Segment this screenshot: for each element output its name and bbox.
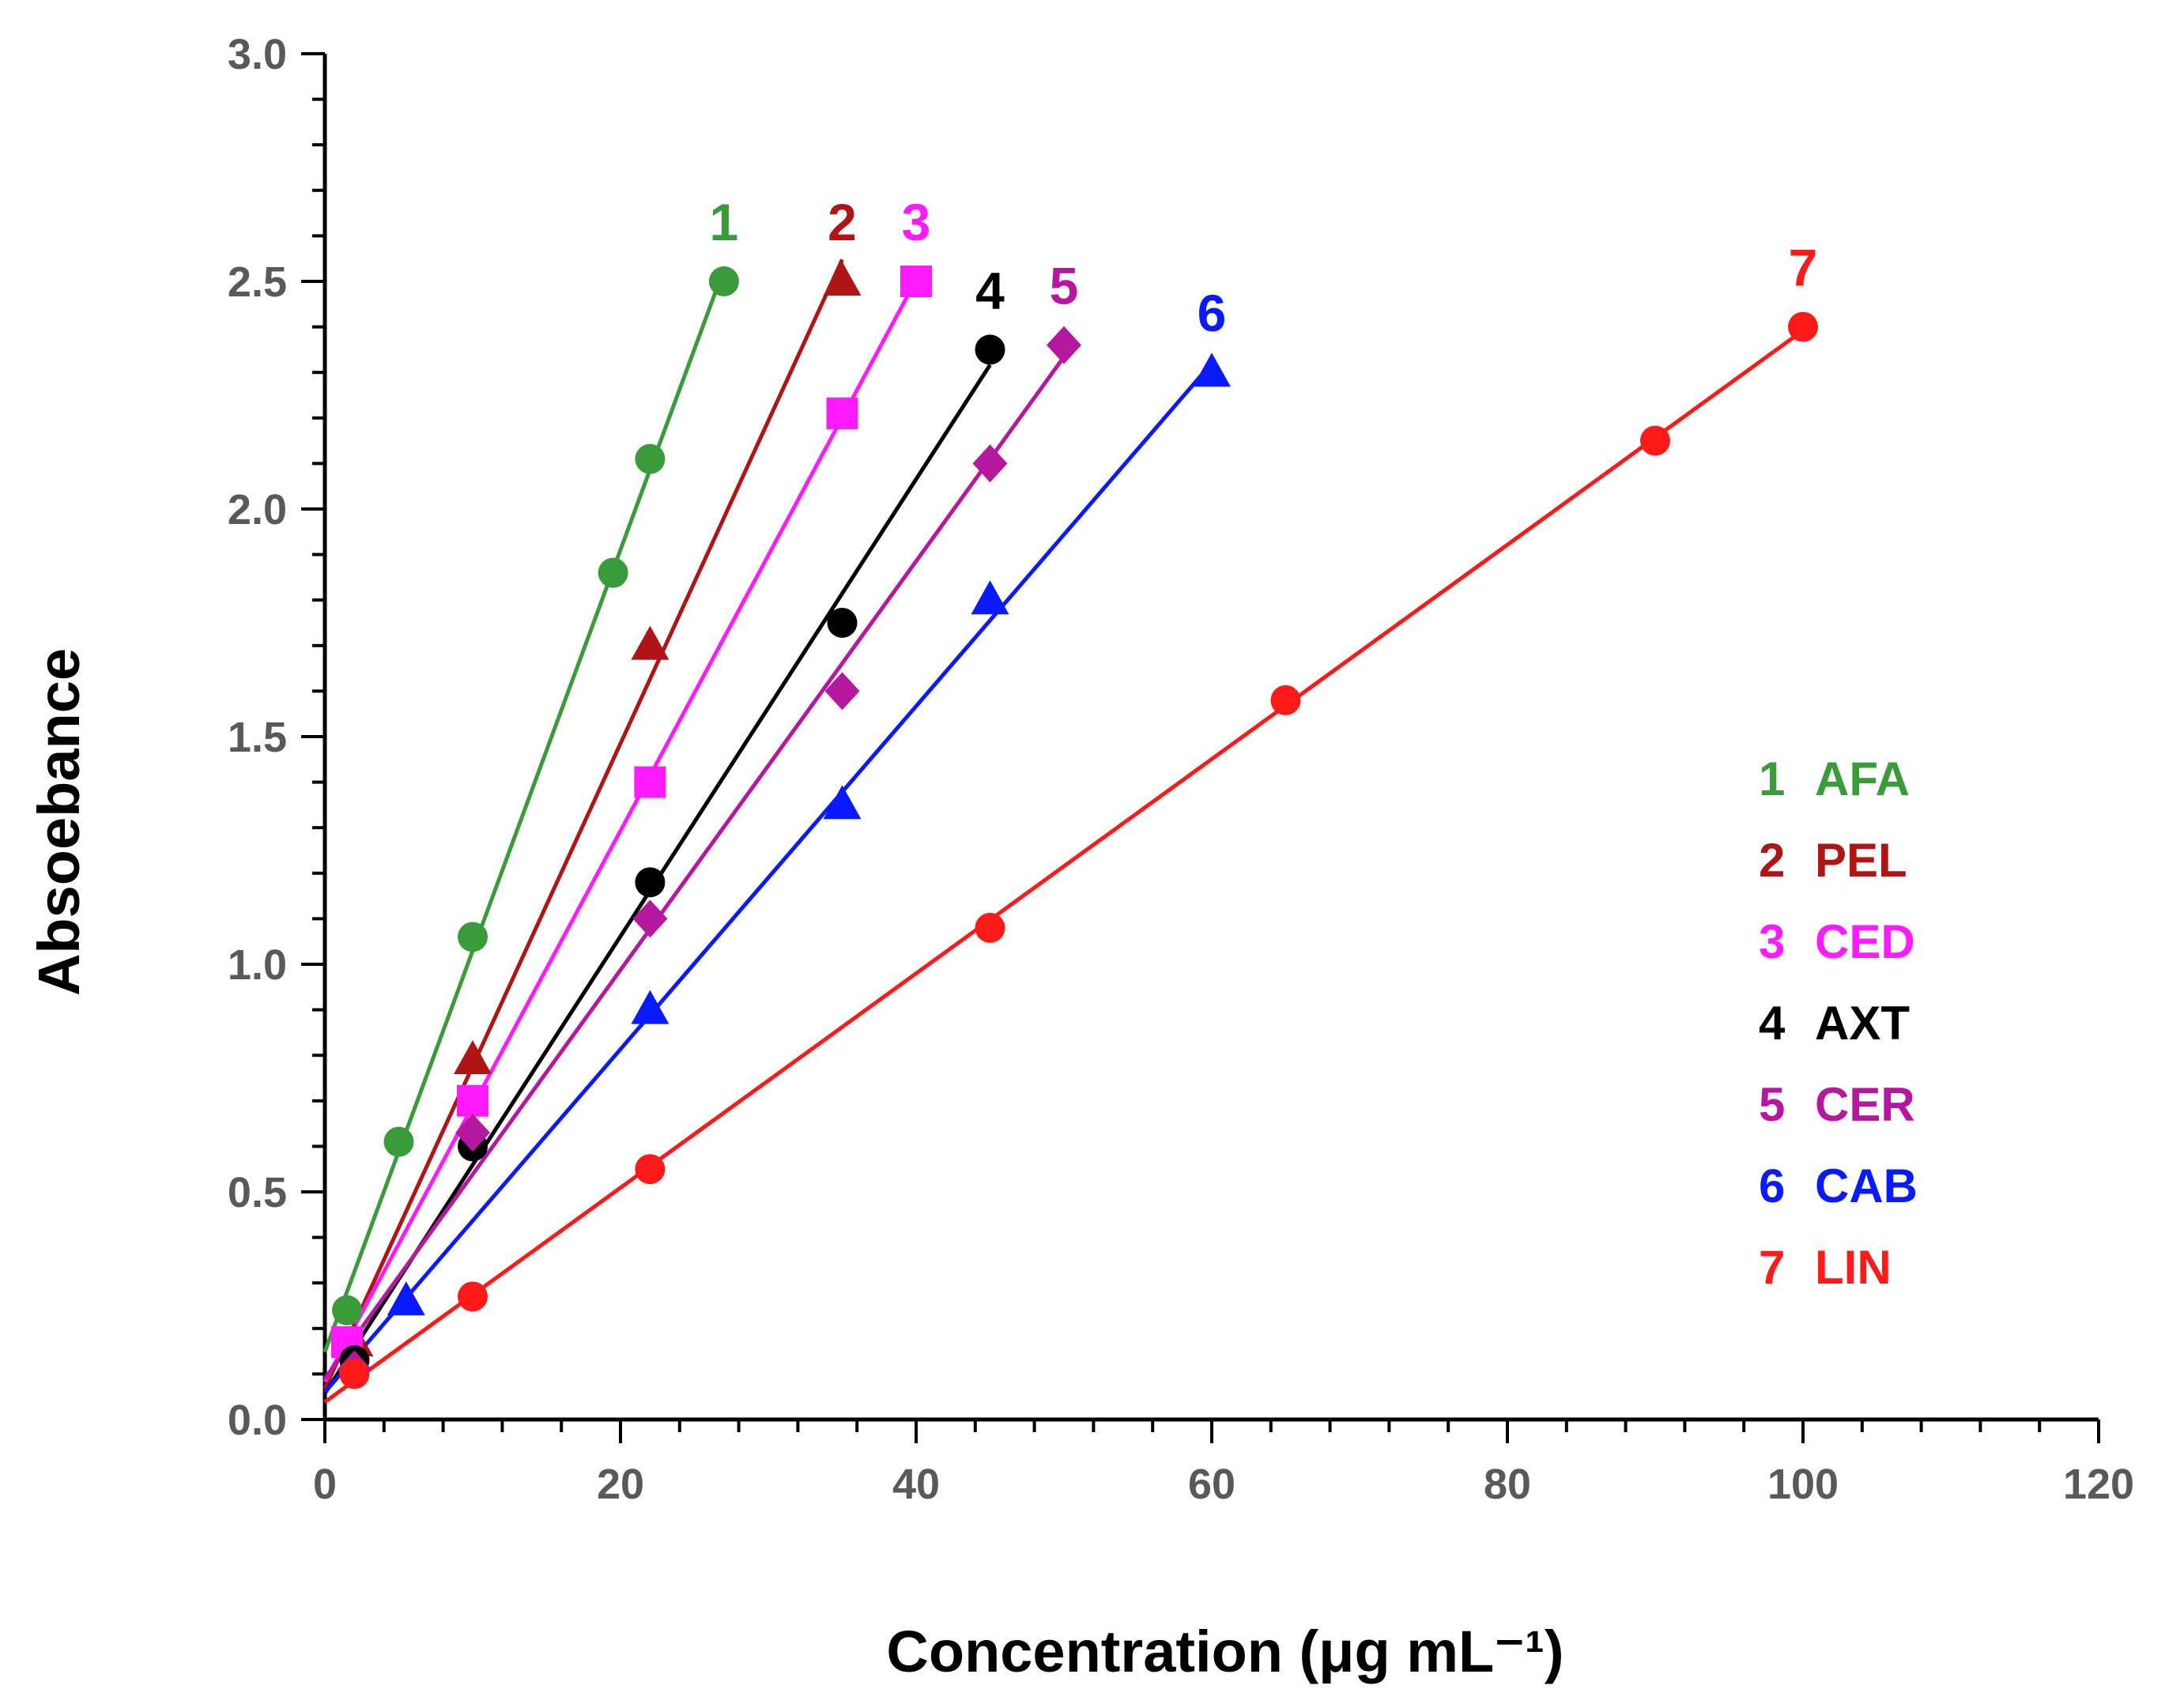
x-tick-label: 80 (1484, 1461, 1531, 1508)
legend-label: AFA (1815, 752, 1910, 805)
y-tick-label: 3.0 (228, 31, 287, 78)
x-tick-label: 20 (597, 1461, 644, 1508)
legend-label: LIN (1815, 1241, 1892, 1294)
legend-label: AXT (1815, 997, 1910, 1050)
data-point (975, 334, 1005, 365)
x-tick-label: 0 (313, 1461, 337, 1508)
trendline-lin (323, 329, 1805, 1404)
legend-number: 1 (1759, 752, 1785, 805)
legend-label: CAB (1815, 1159, 1918, 1212)
x-tick-label: 60 (1188, 1461, 1235, 1508)
data-point (458, 922, 488, 952)
data-point (823, 785, 862, 820)
series-number-label: 2 (828, 193, 857, 251)
data-point (824, 672, 860, 711)
legend-label: CED (1815, 915, 1915, 968)
data-point (900, 266, 932, 297)
legend-label: PEL (1815, 834, 1907, 887)
data-point (826, 398, 858, 430)
legend-number: 3 (1759, 915, 1785, 968)
series-number-label: 6 (1198, 284, 1227, 342)
data-point (454, 1039, 492, 1074)
legend-label: CER (1815, 1078, 1915, 1131)
data-point (635, 867, 666, 898)
x-tick-label: 40 (892, 1461, 940, 1508)
data-point (1640, 425, 1670, 456)
data-point (455, 1114, 490, 1152)
data-point (635, 443, 666, 474)
x-tick-label: 120 (2063, 1461, 2134, 1508)
legend-number: 6 (1759, 1159, 1785, 1212)
x-axis-title: Concentration (μg mL⁻¹) (886, 1619, 1564, 1684)
data-point (1047, 326, 1081, 364)
trendline-afa (323, 268, 726, 1353)
y-tick-label: 1.5 (228, 714, 287, 761)
data-point (457, 1084, 488, 1117)
data-point (708, 266, 739, 296)
series-number-label: 4 (975, 261, 1005, 319)
data-point (972, 444, 1008, 483)
data-markers (331, 262, 1818, 1389)
legend-number: 7 (1759, 1241, 1785, 1294)
axes: 0.0 0.5 1.0 1.5 2.0 2.5 3.0 0 20 40 60 80 100 120 (228, 31, 2134, 1508)
trendline-pel (323, 258, 844, 1390)
data-point (635, 1154, 666, 1185)
series-number-label: 1 (710, 193, 739, 251)
series-number-label: 3 (902, 193, 931, 251)
y-tick-label: 1.0 (228, 941, 287, 989)
data-point (823, 262, 862, 296)
x-tick-label: 100 (1767, 1461, 1839, 1508)
data-point (1270, 684, 1301, 715)
data-point (598, 557, 628, 588)
series-number-labels: 1 2 34 5 6 7 (710, 193, 1818, 342)
data-point (1193, 353, 1231, 387)
y-axis-title: Absoebance (26, 648, 92, 996)
data-point (971, 580, 1009, 615)
legend-number: 4 (1759, 997, 1786, 1050)
series-number-label: 7 (1789, 239, 1818, 297)
data-point (458, 1281, 488, 1312)
y-tick-label: 0.5 (228, 1169, 287, 1216)
data-point (383, 1126, 414, 1157)
legend-number: 5 (1759, 1078, 1785, 1131)
data-point (631, 990, 670, 1024)
series-number-label: 5 (1050, 257, 1079, 315)
data-point (332, 1295, 363, 1325)
data-point (632, 899, 668, 938)
trendline-cer (323, 356, 1066, 1380)
data-point (1788, 311, 1818, 342)
trendlines (323, 258, 1805, 1404)
y-tick-label: 2.5 (228, 258, 287, 306)
data-point (975, 912, 1005, 943)
trendline-ced (323, 278, 918, 1383)
data-point (339, 1359, 370, 1389)
data-point (631, 625, 670, 660)
y-tick-label: 0.0 (228, 1397, 287, 1444)
data-point (387, 1281, 425, 1316)
data-point (827, 608, 858, 638)
y-tick-label: 2.0 (228, 486, 287, 534)
trendline-cab (323, 361, 1213, 1394)
data-point (634, 766, 666, 798)
legend-number: 2 (1759, 834, 1785, 887)
legend: 1 AFA 2 PEL 3 CED 4 AXT 5 CER 6 CAB 7 LIN (1759, 752, 1918, 1294)
